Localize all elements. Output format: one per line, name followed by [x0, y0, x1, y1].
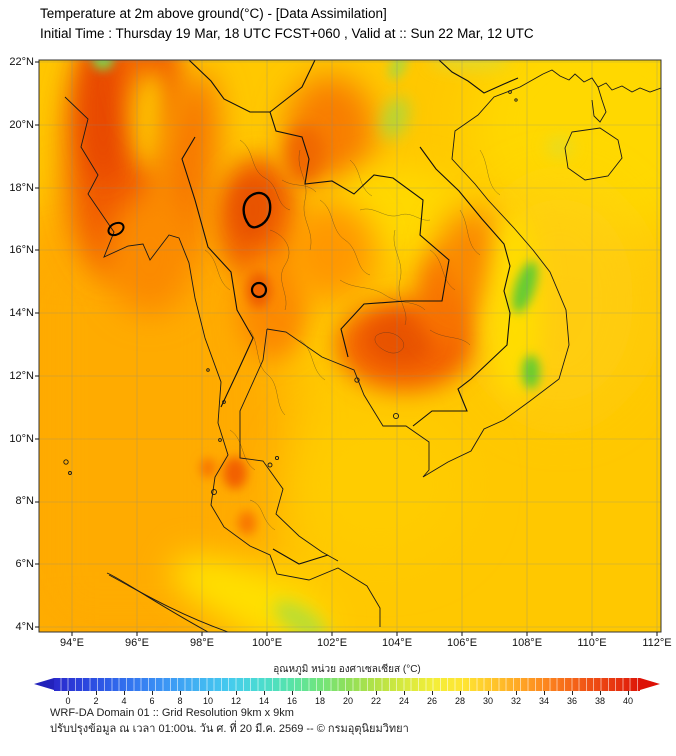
colorbar-tick-label: 24	[398, 696, 410, 706]
x-tick-label: 94°E	[60, 637, 84, 649]
x-tick-label: 108°E	[511, 637, 543, 649]
y-tick-label: 4°N	[15, 621, 34, 634]
y-tick-label: 6°N	[15, 558, 34, 571]
colorbar-tick-label: 32	[510, 696, 522, 706]
colorbar-tick-label: 40	[622, 696, 634, 706]
map-frame	[35, 59, 662, 636]
x-tick-label: 100°E	[251, 637, 283, 649]
colorbar-tick-mark	[68, 691, 69, 695]
colorbar-tick-mark	[460, 691, 461, 695]
page-subtitle: Initial Time : Thursday 19 Mar, 18 UTC F…	[40, 26, 534, 41]
colorbar-tick-mark	[124, 691, 125, 695]
y-tick-label: 12°N	[9, 369, 34, 382]
colorbar-tick-label: 16	[286, 696, 298, 706]
colorbar-tick-label: 8	[177, 696, 183, 706]
colorbar-tick-label: 0	[65, 696, 71, 706]
colorbar-tick-mark	[376, 691, 377, 695]
colorbar-tick-label: 22	[370, 696, 382, 706]
colorbar-tick-mark	[264, 691, 265, 695]
colorbar-tick-mark	[600, 691, 601, 695]
coastline-paths	[63, 69, 661, 632]
colorbar-segment-lines	[54, 678, 640, 691]
colorbar-tick-label: 10	[202, 696, 214, 706]
temperature-contours	[107, 191, 272, 299]
colorbar-left-arrow	[34, 678, 54, 690]
colorbar-tick-label: 2	[93, 696, 99, 706]
y-tick-label: 14°N	[9, 307, 34, 320]
colorbar-tick-label: 14	[258, 696, 270, 706]
colorbar-tick-mark	[180, 691, 181, 695]
colorbar-tick-label: 36	[566, 696, 578, 706]
colorbar: อุณหภูมิ หน่วย องศาเซลเซียส (°C) 0 2 4 6 8 10…	[34, 664, 660, 710]
footer-block: WRF-DA Domain 01 :: Grid Resolution 9km …	[50, 705, 409, 737]
colorbar-tick-label: 34	[538, 696, 550, 706]
x-tick-label: 98°E	[190, 637, 214, 649]
colorbar-tick-mark	[488, 691, 489, 695]
x-tick-label: 112°E	[642, 637, 672, 649]
y-tick-label: 10°N	[9, 432, 34, 445]
x-tick-label: 104°E	[381, 637, 413, 649]
colorbar-tick-label: 26	[426, 696, 438, 706]
y-tick-label: 18°N	[9, 181, 34, 194]
footer-model-info: WRF-DA Domain 01 :: Grid Resolution 9km …	[50, 707, 294, 719]
x-tick-label: 102°E	[316, 637, 348, 649]
colorbar-right-arrow	[640, 678, 660, 690]
colorbar-tick-mark	[404, 691, 405, 695]
province-borders	[204, 139, 501, 531]
colorbar-tick-mark	[516, 691, 517, 695]
colorbar-tick-mark	[152, 691, 153, 695]
grid-lines	[39, 60, 661, 632]
colorbar-tick-mark	[208, 691, 209, 695]
colorbar-tick-label: 30	[482, 696, 494, 706]
colorbar-tick-mark	[432, 691, 433, 695]
y-tick-label: 16°N	[9, 244, 34, 257]
x-tick-label: 106°E	[446, 637, 478, 649]
page-title: Temperature at 2m above ground(°C) - [Da…	[40, 6, 387, 21]
colorbar-tick-label: 18	[314, 696, 326, 706]
colorbar-tick-label: 20	[342, 696, 354, 706]
y-tick-label: 8°N	[15, 495, 34, 508]
x-tick-label: 96°E	[125, 637, 149, 649]
y-tick-label: 22°N	[9, 56, 34, 68]
colorbar-tick-mark	[348, 691, 349, 695]
title-block: Temperature at 2m above ground(°C) - [Da…	[40, 4, 534, 44]
colorbar-tick-mark	[96, 691, 97, 695]
colorbar-tick-mark	[320, 691, 321, 695]
colorbar-tick-mark	[292, 691, 293, 695]
x-tick-label: 110°E	[577, 637, 607, 649]
colorbar-gradient	[54, 678, 640, 691]
colorbar-tick-label: 4	[121, 696, 127, 706]
colorbar-tick-label: 6	[149, 696, 155, 706]
colorbar-tick-label: 12	[230, 696, 242, 706]
footer-update-info: ปรับปรุงข้อมูล ณ เวลา 01:00น. วัน ศ. ที่…	[50, 723, 409, 735]
colorbar-tick-label: 28	[454, 696, 466, 706]
colorbar-tick-mark	[544, 691, 545, 695]
colorbar-tick-mark	[236, 691, 237, 695]
temperature-field	[39, 60, 661, 632]
colorbar-tick-mark	[572, 691, 573, 695]
colorbar-tick-label: 38	[594, 696, 606, 706]
colorbar-label: อุณหภูมิ หน่วย องศาเซลเซียส (°C)	[273, 664, 421, 675]
country-borders	[181, 60, 519, 565]
y-tick-label: 20°N	[9, 118, 34, 131]
colorbar-tick-mark	[628, 691, 629, 695]
